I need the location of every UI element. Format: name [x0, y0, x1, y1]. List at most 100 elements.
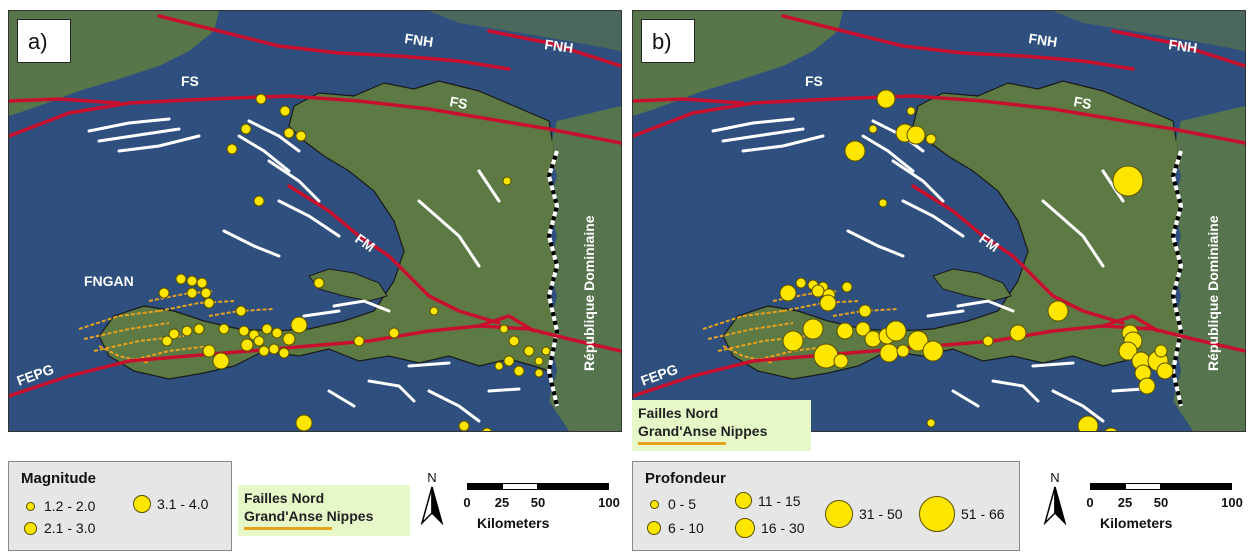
mapped-fault-line: [247, 119, 301, 153]
earthquake-marker: [907, 330, 929, 352]
mapped-fault-line: [267, 159, 321, 203]
fngan-fault-line: [158, 300, 235, 312]
scale-segment: [538, 483, 609, 490]
earthquake-marker: [1077, 415, 1099, 431]
faults-legend-a: Failles Nord Grand'Anse Nippes: [238, 485, 410, 536]
panel-tag-a: a): [17, 19, 71, 63]
mapped-fault-line: [367, 379, 416, 403]
earthquake-marker: [811, 284, 825, 298]
dominican-republic-landmass: [549, 106, 621, 431]
earthquake-marker: [502, 176, 512, 186]
earthquake-marker: [261, 323, 273, 335]
major-fault-line: [911, 184, 1125, 325]
mapped-fault-line: [1041, 199, 1105, 268]
earthquake-marker: [1112, 165, 1144, 197]
earthquake-marker: [240, 338, 254, 352]
earthquake-marker: [255, 93, 267, 105]
fngan-fault-line: [128, 345, 210, 362]
earthquake-marker: [1118, 341, 1138, 361]
fngan-fault-swatch: [638, 442, 726, 445]
mapped-fault-line: [926, 309, 965, 318]
earthquake-marker: [186, 287, 198, 299]
earthquake-marker: [868, 124, 878, 134]
earthquake-marker: [855, 321, 871, 337]
scale-bar-a: 0 25 50 100 Kilometers: [455, 478, 625, 548]
fngan-fault-line: [702, 310, 784, 330]
earthquake-marker: [238, 325, 250, 337]
fngan-fault-line: [78, 310, 160, 330]
mapped-fault-line: [332, 299, 391, 313]
earthquake-marker: [235, 305, 247, 317]
earthquake-marker: [885, 320, 907, 342]
earthquake-marker: [158, 287, 170, 299]
north-arrow-b: N: [1041, 470, 1069, 528]
fault-label-fs: FS: [1072, 93, 1092, 112]
earthquake-marker: [203, 297, 215, 309]
depth-range-label: 0 - 5: [668, 496, 697, 512]
earthquake-marker: [168, 328, 180, 340]
fngan-fault-line: [782, 300, 859, 312]
fngan-fault-line: [707, 322, 794, 340]
earthquake-marker: [876, 89, 896, 109]
scale-tick-label: 50: [1153, 495, 1169, 510]
mapped-fault-line: [846, 229, 905, 258]
magnitude-range-label: 2.1 - 3.0: [44, 520, 96, 536]
major-fault-line: [9, 94, 621, 145]
depth-range-label: 31 - 50: [859, 506, 903, 522]
earthquake-marker: [226, 143, 238, 155]
fault-label-fnh: FNH: [544, 36, 575, 56]
fngan-fault-line: [93, 335, 185, 352]
mapped-fault-line: [487, 387, 521, 393]
earthquake-marker: [181, 325, 193, 337]
earthquake-marker: [481, 427, 493, 431]
earthquake-marker: [833, 353, 849, 369]
earthquake-marker: [313, 277, 325, 289]
major-fault-line: [287, 184, 501, 325]
earthquake-marker: [494, 361, 504, 371]
fngan-fault-line: [83, 322, 170, 340]
earthquake-marker: [779, 284, 797, 302]
earthquake-marker: [1009, 324, 1027, 342]
mapped-fault-line: [327, 389, 356, 408]
earthquake-marker: [271, 327, 283, 339]
major-fault-line: [633, 94, 1245, 145]
major-fault-line: [633, 97, 745, 105]
earthquake-marker: [240, 123, 252, 135]
magnitude-range-label: 3.1 - 4.0: [157, 496, 209, 512]
mapped-fault-line: [427, 389, 481, 423]
mapped-fault-line: [277, 199, 341, 238]
fault-label-fnh: FNH: [404, 30, 435, 50]
north-arrow-icon: [420, 486, 444, 526]
gonave-island: [308, 268, 388, 302]
earthquake-marker: [534, 368, 544, 378]
depth-legend: Profondeur 0 - 5 6 - 10 11 - 15 16 - 30 …: [632, 461, 1020, 551]
border-line: [1170, 150, 1184, 407]
m-marker-icon: [735, 492, 752, 509]
depth-legend-item: 31 - 50: [825, 500, 903, 528]
earthquake-marker: [982, 335, 994, 347]
earthquake-marker: [388, 327, 400, 339]
scale-tick-label: 0: [1086, 495, 1094, 510]
earthquake-marker: [534, 356, 544, 366]
earthquake-marker: [268, 343, 280, 355]
earthquake-marker: [253, 335, 265, 347]
magnitude-legend-item: 2.1 - 3.0: [23, 520, 95, 536]
earthquake-marker: [922, 340, 944, 362]
earthquake-marker: [278, 347, 290, 359]
earthquake-marker: [926, 418, 936, 428]
scale-bar-b: 0 25 50 100 Kilometers: [1078, 478, 1248, 548]
earthquake-marker: [906, 106, 916, 116]
depth-range-label: 6 - 10: [668, 520, 704, 536]
major-fault-line: [1111, 29, 1245, 68]
mapped-fault-line: [97, 127, 181, 143]
earthquake-marker: [353, 335, 365, 347]
magnitude-legend-item: 1.2 - 2.0: [23, 498, 95, 514]
xxl-marker-icon: [919, 496, 955, 532]
earthquake-marker: [782, 330, 804, 352]
mapped-fault-line: [117, 134, 201, 153]
scale-tick-label: 100: [1221, 495, 1243, 510]
faults-legend-line2: Grand'Anse Nippes: [244, 508, 374, 524]
earthquake-marker: [218, 323, 230, 335]
xl-marker-icon: [825, 500, 853, 528]
